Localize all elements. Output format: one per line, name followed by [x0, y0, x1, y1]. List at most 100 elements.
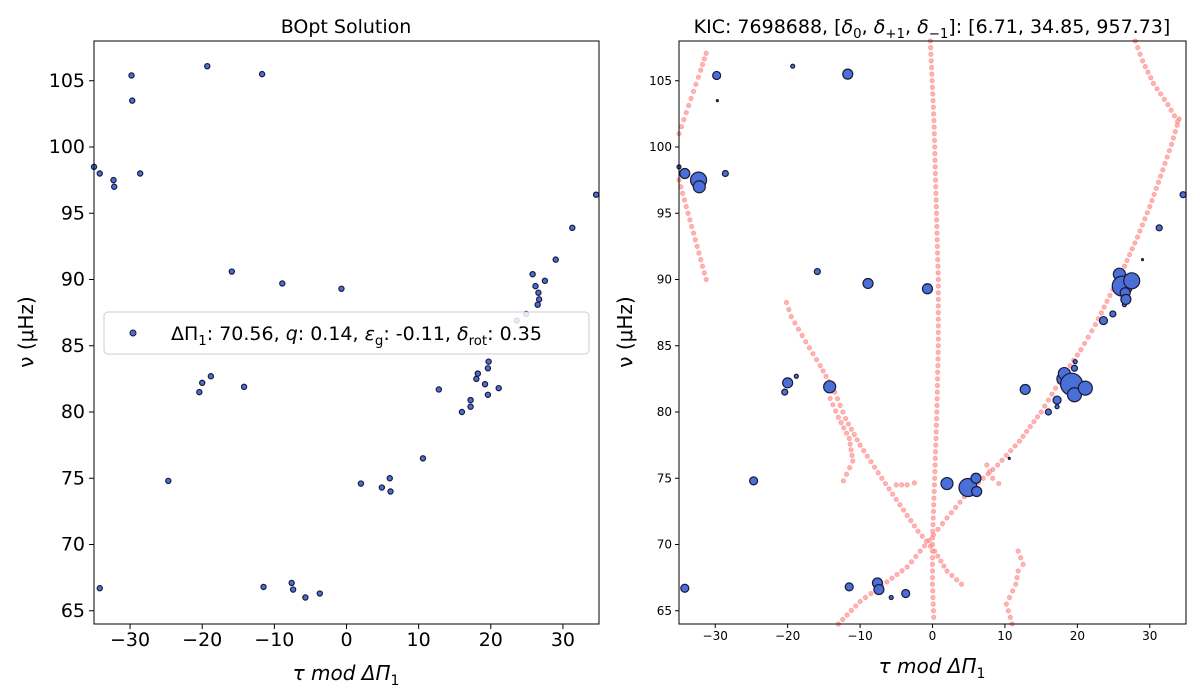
- right-model-point: [931, 131, 937, 137]
- right-model-point: [935, 316, 941, 322]
- right-model-point: [935, 310, 941, 316]
- left-data-point: [467, 403, 474, 410]
- right-model-point: [841, 425, 847, 431]
- right-model-point: [933, 197, 939, 203]
- right-model-point: [935, 343, 941, 349]
- right-model-point: [934, 389, 940, 395]
- right-model-point: [897, 502, 903, 508]
- right-model-point: [840, 616, 846, 623]
- right-model-point: [931, 495, 937, 501]
- right-model-point: [929, 71, 935, 77]
- right-observed-point: [1019, 383, 1031, 396]
- right-observed-point: [842, 68, 854, 80]
- left-data-point: [289, 586, 297, 593]
- right1-x-tick-label: −20: [775, 629, 800, 643]
- right-model-point: [934, 230, 940, 236]
- right-model-point: [686, 102, 692, 109]
- left-data-point: [207, 373, 215, 380]
- left-data-point: [569, 224, 576, 232]
- left0-x-tick-label: 30: [551, 629, 575, 651]
- left-data-point: [458, 408, 466, 416]
- left0-x-tick-label: −20: [182, 629, 222, 651]
- right-y-ticks: 65 70 75 80 85 90 95 100 105: [649, 74, 679, 618]
- right-model-point: [904, 482, 910, 488]
- right-model-point: [915, 528, 921, 534]
- right-model-point: [923, 538, 929, 544]
- right-model-point: [932, 164, 938, 170]
- left-data-point: [473, 375, 480, 383]
- right-model-point: [861, 448, 867, 454]
- right-model-point: [693, 81, 699, 87]
- right-observed-point: [680, 583, 690, 593]
- right-model-point: [932, 170, 938, 177]
- left-data-point: [484, 391, 492, 398]
- right-model-point: [786, 306, 792, 313]
- right-model-point: [1170, 135, 1176, 141]
- right-model-point: [1124, 257, 1130, 264]
- right-model-point: [1145, 69, 1151, 75]
- right-model-point: [830, 402, 836, 408]
- right-model-point: [1045, 397, 1051, 403]
- left-panel: BOpt Solution −30 −20 −10 0 10 20 30 65 70 75 80 8…: [14, 16, 600, 689]
- right-model-point: [996, 480, 1002, 487]
- left0-y-tick-label: 85: [61, 335, 85, 357]
- right-model-point: [929, 541, 936, 548]
- right-model-point: [980, 475, 986, 481]
- left-data-point: [110, 183, 118, 190]
- right-model-point: [932, 177, 939, 183]
- right-observed-point: [901, 588, 911, 599]
- left0-x-tick-label: −30: [110, 629, 150, 651]
- right-model-point: [849, 452, 855, 458]
- right-model-point: [1139, 222, 1145, 228]
- right-model-point: [1134, 234, 1141, 240]
- right-model-point: [696, 250, 702, 256]
- left-data-point: [316, 590, 324, 597]
- right-model-point: [1098, 310, 1104, 316]
- right-observed-point: [793, 373, 799, 379]
- right-model-point: [683, 204, 689, 210]
- right-model-point: [948, 510, 954, 516]
- right-model-point: [681, 117, 687, 123]
- right-model-point: [941, 563, 947, 569]
- left-data-point: [110, 176, 117, 184]
- right-model-point: [788, 313, 794, 320]
- left-data-point: [96, 170, 103, 177]
- right1-x-tick-label: 0: [929, 629, 937, 643]
- label-part: 0: [853, 27, 861, 42]
- left-data-point: [481, 380, 489, 388]
- right1-x-tick-label: 20: [1070, 629, 1085, 643]
- right-model-point: [990, 475, 996, 481]
- right-model-point: [911, 523, 917, 529]
- right-model-point: [1007, 614, 1013, 620]
- right-model-point: [1013, 581, 1019, 587]
- right-model-point: [1089, 328, 1095, 334]
- right-model-point: [1101, 304, 1107, 310]
- right1-x-tick-label: 10: [997, 629, 1012, 643]
- left0-x-tick-label: −10: [254, 629, 294, 651]
- left-data-point: [495, 384, 502, 392]
- right-model-point: [1034, 414, 1041, 420]
- right-model-point: [837, 402, 843, 408]
- right1-y-tick-label: 75: [657, 471, 672, 485]
- right-observed-point: [1070, 364, 1079, 372]
- left-data-point: [128, 72, 135, 79]
- right-model-point: [1042, 403, 1048, 409]
- left0-x-tick-label: 0: [340, 629, 352, 651]
- right-model-point: [840, 409, 846, 415]
- right-model-point: [1107, 292, 1113, 298]
- right-model-point: [893, 482, 899, 488]
- right-model-point: [930, 528, 936, 534]
- right-model-point: [932, 151, 938, 157]
- right-observed-point: [971, 485, 983, 498]
- right-model-point: [935, 323, 941, 329]
- right-observed-point: [1098, 315, 1109, 326]
- right-model-point: [934, 237, 940, 243]
- right-model-point: [928, 51, 934, 57]
- right-model-point: [934, 416, 940, 422]
- label-part: δ: [457, 323, 469, 345]
- right-model-point: [1162, 160, 1168, 167]
- left-data-point: [338, 285, 345, 292]
- right1-y-tick-label: 65: [657, 604, 672, 618]
- right-model-point: [935, 263, 941, 269]
- right-model-point: [835, 414, 841, 420]
